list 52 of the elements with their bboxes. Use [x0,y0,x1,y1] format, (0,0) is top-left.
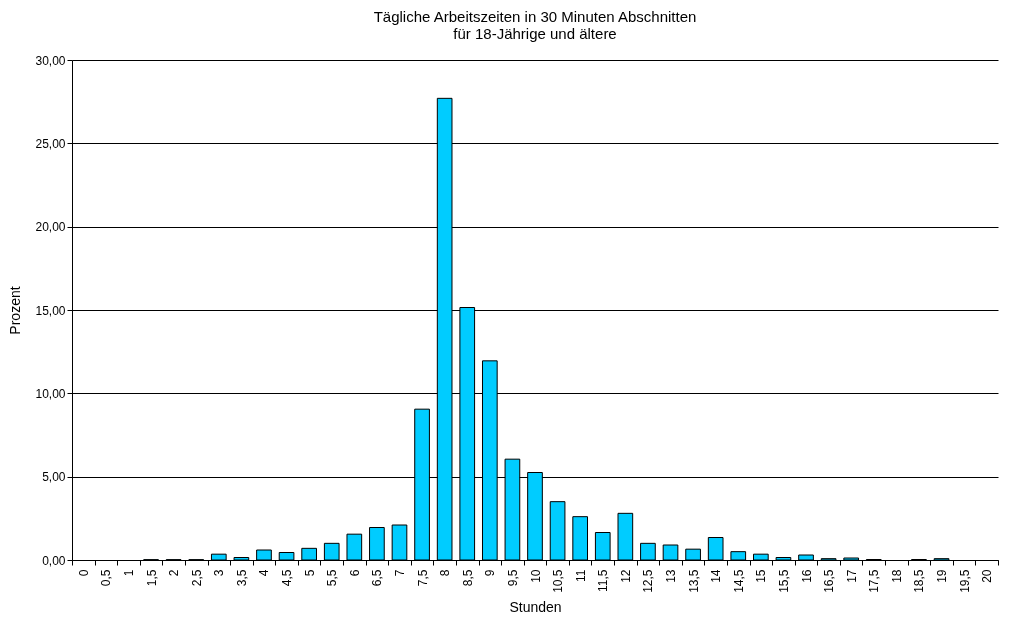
x-tick-label: 16,5 [822,569,837,593]
x-tick-label: 1 [121,569,136,577]
x-tick-label: 13 [664,569,679,583]
x-tick-label: 7,5 [415,569,430,587]
y-tick-label: 20,00 [35,220,66,235]
x-tick-label: 0 [76,569,91,577]
x-tick-label: 18,5 [912,569,927,593]
x-tick-label: 6 [347,569,362,577]
x-tick-label: 17,5 [867,569,882,593]
x-tick-label: 18 [889,569,904,583]
y-tick-label: 0,00 [42,553,66,568]
y-tick-label: 30,00 [35,53,66,68]
x-tick-label: 14 [709,569,724,583]
x-tick-label: 19 [935,569,950,583]
x-tick-label: 4,5 [280,569,295,587]
x-tick-label: 7 [392,569,407,577]
x-tick-label: 2 [167,569,182,577]
x-tick-label: 1,5 [144,569,159,587]
y-tick-label: 10,00 [35,386,66,401]
x-tick-label: 8,5 [460,569,475,587]
x-tick-label: 12,5 [641,569,656,593]
x-tick-label: 15,5 [776,569,791,593]
x-tick-label: 12 [618,569,633,583]
x-tick-label: 15 [754,569,769,583]
x-tick-label: 11,5 [596,569,611,592]
x-tick-label: 8 [438,569,453,577]
x-axis-title: Stunden [509,598,562,615]
x-tick-label: 3 [212,569,227,577]
y-tick-label: 15,00 [35,303,66,318]
y-axis-title: Prozent [7,286,24,335]
x-tick-label: 17 [844,569,859,583]
y-tick-label: 5,00 [42,470,66,485]
x-tick-label: 5,5 [325,569,340,587]
x-tick-label: 3,5 [234,569,249,587]
x-tick-label: 16 [799,569,814,583]
x-tick-label: 13,5 [686,569,701,593]
x-tick-label: 11 [573,569,588,582]
x-tick-label: 9 [483,569,498,577]
x-tick-label: 14,5 [731,569,746,593]
x-tick-label: 5 [302,569,317,577]
x-tick-label: 0,5 [99,569,114,587]
x-tick-label: 6,5 [370,569,385,587]
y-tick-label: 25,00 [35,136,66,151]
x-tick-label: 20 [980,569,995,583]
x-tick-label: 10 [528,569,543,583]
x-tick-label: 4 [257,569,272,577]
x-tick-label: 19,5 [957,569,972,593]
x-tick-label: 9,5 [505,569,520,587]
text: für 18-Jährige und ältere [453,25,617,42]
x-tick-label: 10,5 [551,569,566,593]
text: Tägliche Arbeitszeiten in 30 Minuten Abschnitten [373,8,697,25]
x-tick-label: 2,5 [189,569,204,587]
